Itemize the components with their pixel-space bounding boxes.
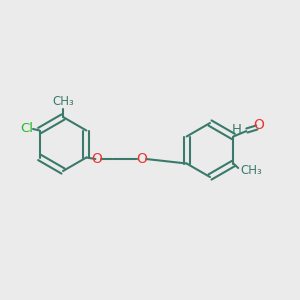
Text: O: O xyxy=(136,152,147,166)
Text: O: O xyxy=(92,152,102,166)
Text: CH₃: CH₃ xyxy=(52,95,74,108)
Text: Cl: Cl xyxy=(20,122,33,136)
Text: H: H xyxy=(232,123,242,136)
Text: CH₃: CH₃ xyxy=(240,164,262,177)
Text: O: O xyxy=(254,118,264,132)
